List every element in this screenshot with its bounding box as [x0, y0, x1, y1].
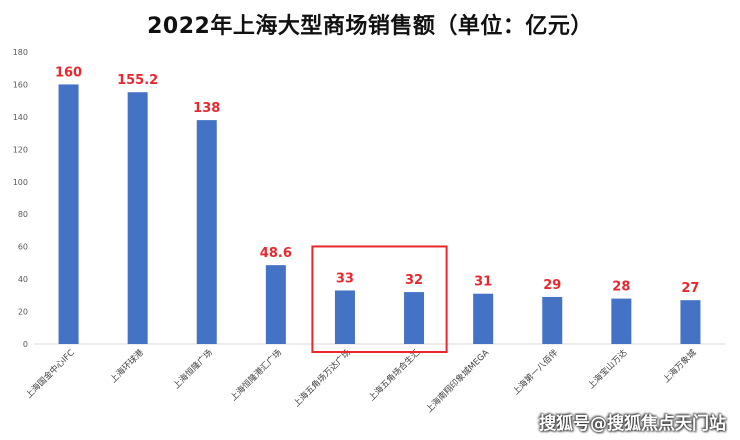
data-label: 48.6 [260, 246, 292, 261]
category-label: 上海南翔印象城MEGA [424, 347, 492, 415]
data-label: 31 [474, 275, 492, 290]
bar [542, 296, 563, 344]
category-label: 上海恒隆广场 [171, 347, 215, 391]
data-label: 32 [405, 273, 423, 288]
watermark: 搜狐号@搜狐焦点天门站 [539, 414, 726, 434]
bar [611, 298, 632, 344]
data-label: 29 [543, 278, 561, 293]
y-tick-label: 40 [18, 275, 28, 284]
category-label: 上海五角场万达广场 [291, 347, 353, 409]
y-tick-label: 160 [13, 80, 28, 89]
bar [196, 120, 217, 344]
bar [473, 293, 494, 344]
bar [58, 84, 79, 344]
data-label: 155.2 [117, 73, 158, 88]
highlight-box [311, 245, 448, 353]
y-tick-label: 100 [13, 178, 28, 187]
bar [680, 300, 701, 344]
bar [127, 92, 148, 344]
y-tick-label: 60 [18, 243, 28, 252]
category-label: 上海环球港 [108, 347, 146, 385]
y-tick-label: 20 [18, 308, 28, 317]
category-label: 上海万象城 [661, 347, 699, 385]
data-label: 33 [336, 271, 354, 286]
chart-title: 2022年上海大型商场销售额（单位：亿元） [147, 14, 593, 39]
y-tick-label: 140 [13, 113, 28, 122]
data-label: 138 [193, 101, 220, 116]
category-label: 上海五角场合生汇 [366, 347, 422, 403]
data-label: 27 [681, 281, 699, 296]
bar [265, 265, 286, 344]
y-tick-label: 180 [13, 48, 28, 57]
bar [334, 290, 355, 344]
y-tick-label: 0 [23, 340, 28, 349]
category-label: 上海恒隆港汇广场 [228, 347, 284, 403]
category-label: 上海国金中心IFC [23, 347, 76, 400]
y-tick-label: 120 [13, 145, 28, 154]
category-label: 上海第一八佰伴 [511, 347, 561, 397]
bar [404, 292, 425, 344]
data-label: 160 [55, 65, 82, 80]
category-label: 上海宝山万达 [586, 347, 630, 391]
y-tick-label: 80 [18, 210, 28, 219]
data-label: 28 [612, 280, 630, 295]
